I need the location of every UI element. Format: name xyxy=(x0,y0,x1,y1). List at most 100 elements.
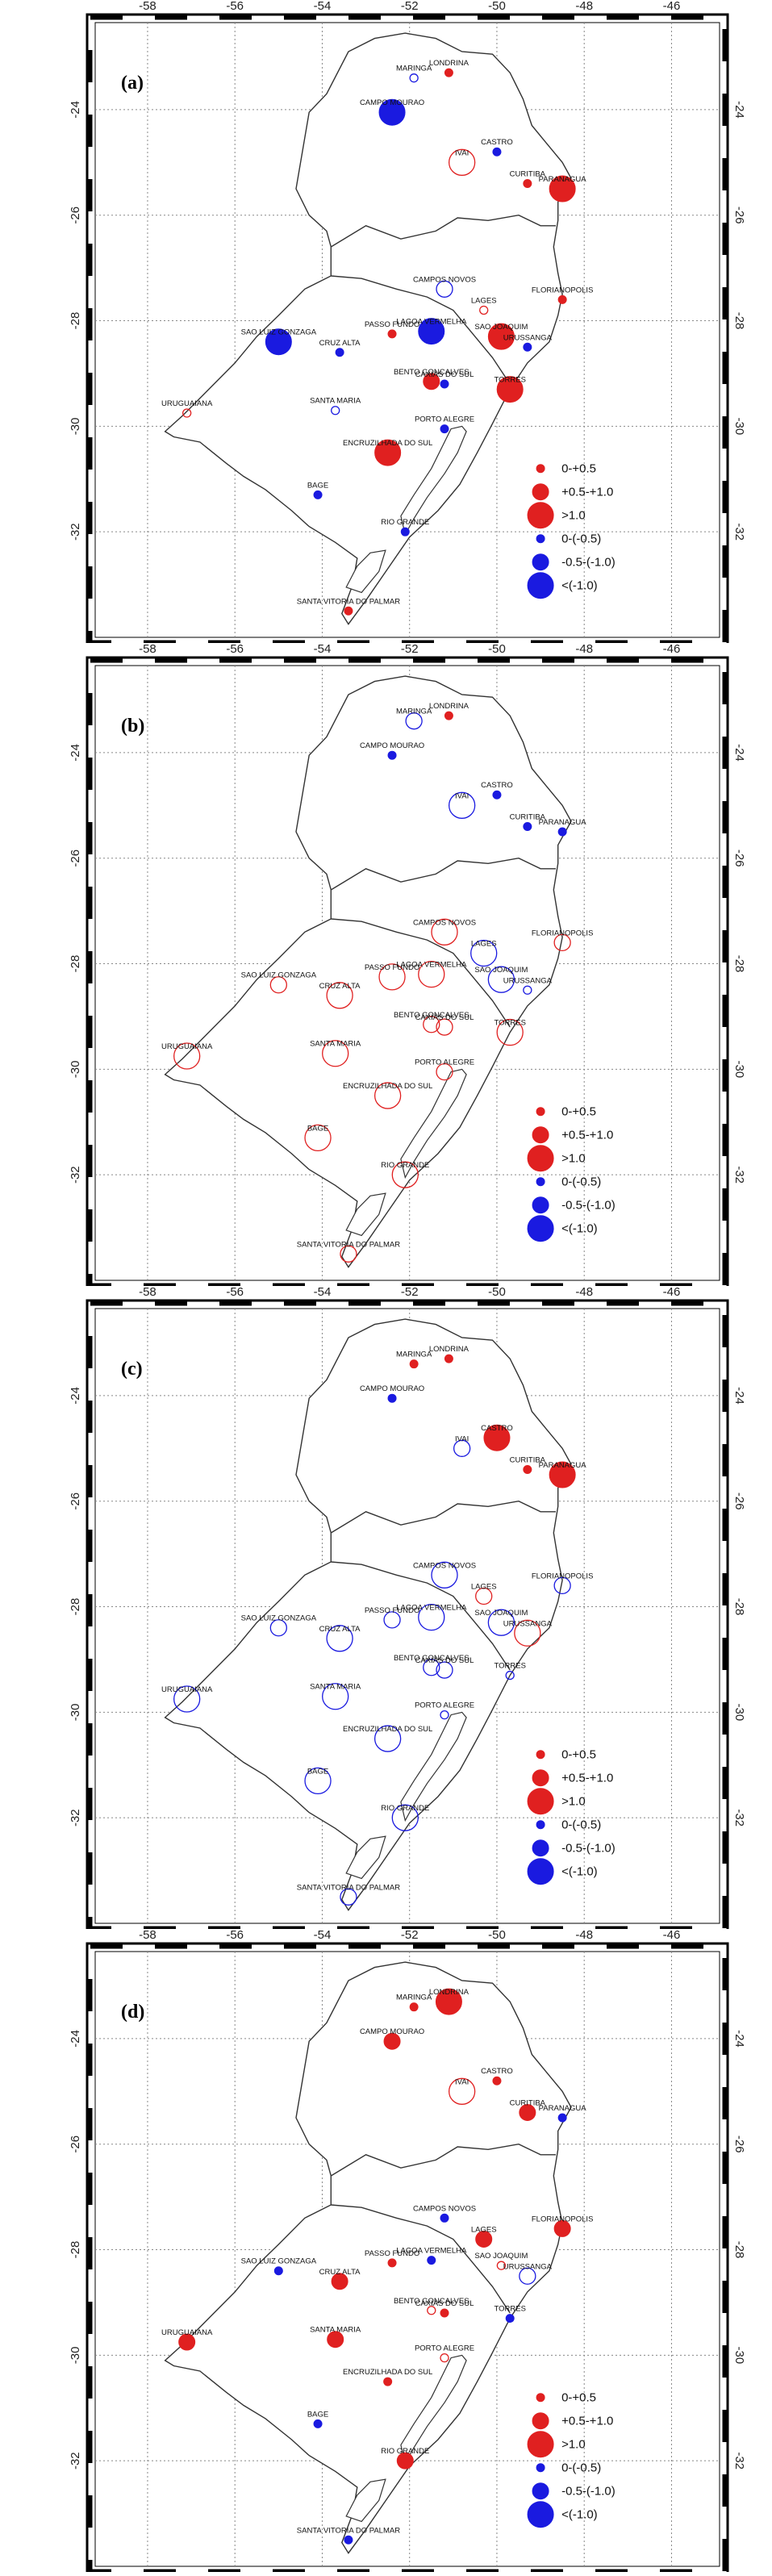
station-marker xyxy=(444,711,453,720)
station-label: SANTA MARIA xyxy=(310,1040,361,1049)
station-marker xyxy=(487,1609,515,1636)
panel-label: (d) xyxy=(121,2002,144,2023)
map-svg: -58-58-56-56-54-54-52-52-50-50-48-48-46-… xyxy=(69,642,746,1306)
station-marker xyxy=(391,1161,419,1188)
legend-label: +0.5-+1.0 xyxy=(561,2415,613,2428)
station-label: SAO JOAQUIM xyxy=(474,1609,528,1618)
map-panel-c: -58 -58 -56 -56 -54 -54 -52 -52 -50 -50 -48 -48 -46 -… xyxy=(0,1285,772,1949)
station-label: SAO LUIZ GONZAGA xyxy=(241,1614,317,1623)
lat-tick-label-right: -24 xyxy=(732,101,746,119)
legend-label: <(-1.0) xyxy=(561,579,598,593)
lat-tick-label-right: -32 xyxy=(732,1809,746,1827)
station-label: BAGE xyxy=(307,2410,328,2419)
station-marker xyxy=(523,178,532,188)
station-marker xyxy=(418,318,445,345)
lat-tick-label-left: -30 xyxy=(69,1704,82,1722)
station-label: CASTRO xyxy=(481,2067,513,2076)
lat-tick-label-left: -24 xyxy=(69,744,82,762)
legend-label: -0.5-(-1.0) xyxy=(561,556,616,570)
station-label: CAXIAS DO SUL xyxy=(415,2299,474,2308)
lon-tick-label-top: -50 xyxy=(488,1929,506,1942)
station-label: PORTO ALEGRE xyxy=(415,1058,474,1067)
lon-tick-label-top: -56 xyxy=(226,1286,244,1299)
lat-tick-label-right: -26 xyxy=(732,1493,746,1510)
station-label: RIO GRANDE xyxy=(381,1161,429,1170)
station-label: PORTO ALEGRE xyxy=(415,1701,474,1710)
station-label: PORTO ALEGRE xyxy=(415,2344,474,2353)
station-marker xyxy=(427,2256,436,2265)
map-frame-stripes xyxy=(88,1301,727,1931)
station-marker xyxy=(553,933,571,952)
station-label: LAGES xyxy=(471,2225,497,2234)
lat-tick-label-left: -32 xyxy=(69,2452,82,2470)
panel-label: (c) xyxy=(121,1359,143,1380)
lagoon-patos xyxy=(400,1068,467,1179)
station-label: SANTA VITORIA DO PALMAR xyxy=(297,597,400,606)
station-label: FLORIANOPOLIS xyxy=(532,1572,594,1580)
lon-tick-label-top: -46 xyxy=(663,643,681,656)
region-outline xyxy=(164,675,572,1268)
station-marker xyxy=(553,1576,571,1595)
station-marker xyxy=(553,2219,571,2237)
region-outline xyxy=(164,32,572,625)
station-label: RIO GRANDE xyxy=(381,2447,429,2456)
lat-tick-label-right: -28 xyxy=(732,1598,746,1616)
station-label: CAMPO MOURAO xyxy=(360,1384,424,1393)
station-label: BENTO GONCALVES xyxy=(394,368,469,377)
station-marker xyxy=(523,342,532,352)
lat-tick-label-right: -30 xyxy=(732,418,746,436)
station-marker xyxy=(344,2535,353,2545)
station-marker xyxy=(440,1710,449,1720)
lat-tick-label-right: -24 xyxy=(732,1387,746,1405)
lat-tick-label-left: -28 xyxy=(69,955,82,973)
station-label: CAXIAS DO SUL xyxy=(415,370,474,379)
station-label: CURITIBA xyxy=(510,812,546,821)
station-marker xyxy=(409,1359,419,1369)
station-marker xyxy=(173,1685,201,1713)
station-marker xyxy=(374,439,402,466)
legend-label: -0.5-(-1.0) xyxy=(561,1842,616,1856)
map-svg: -58-58-56-56-54-54-52-52-50-50-48-48-46-… xyxy=(69,0,746,663)
lon-tick-label-top: -52 xyxy=(401,643,419,656)
lat-tick-label-right: -26 xyxy=(732,2136,746,2153)
station-marker xyxy=(396,2452,414,2470)
lat-tick-label-right: -28 xyxy=(732,955,746,973)
legend-marker xyxy=(532,553,549,571)
station-marker xyxy=(505,1670,515,1680)
station-marker xyxy=(492,2076,502,2085)
station-marker xyxy=(557,2113,567,2123)
station-label: CURITIBA xyxy=(510,1455,546,1464)
station-label: IVAI xyxy=(455,2077,469,2086)
station-marker xyxy=(322,1683,349,1710)
station-marker xyxy=(383,2377,393,2386)
station-label: CAMPO MOURAO xyxy=(360,741,424,750)
legend-marker xyxy=(527,1145,554,1172)
station-marker xyxy=(444,1354,453,1363)
station-label: FLORIANOPOLIS xyxy=(532,929,594,937)
region-outline xyxy=(164,1318,572,1911)
lat-tick-label-right: -26 xyxy=(732,207,746,224)
legend-marker xyxy=(532,2482,549,2500)
lon-tick-label-top: -50 xyxy=(488,643,506,656)
legend-label: >1.0 xyxy=(561,509,586,523)
legend-marker xyxy=(536,1820,545,1830)
station-marker xyxy=(178,2333,196,2351)
lat-tick-label-left: -24 xyxy=(69,101,82,119)
station-marker xyxy=(505,2314,515,2323)
station-label: MARINGA xyxy=(396,65,432,73)
station-marker xyxy=(326,982,353,1009)
region-outline xyxy=(164,1961,572,2554)
station-marker xyxy=(440,2308,449,2318)
station-label: SAO LUIZ GONZAGA xyxy=(241,2257,317,2266)
station-marker xyxy=(549,1461,576,1488)
station-label: LAGOA VERMELHA xyxy=(396,2247,467,2256)
station-marker xyxy=(313,2419,323,2428)
station-marker xyxy=(523,985,532,995)
map-svg: -58-58-56-56-54-54-52-52-50-50-48-48-46-… xyxy=(69,1928,746,2576)
station-marker xyxy=(557,827,567,837)
station-label: MARINGA xyxy=(396,1994,432,2002)
station-marker xyxy=(373,1082,402,1109)
state-border-sc-rs xyxy=(331,918,511,1028)
station-marker xyxy=(409,73,419,83)
map-frame-stripes xyxy=(88,1944,727,2574)
